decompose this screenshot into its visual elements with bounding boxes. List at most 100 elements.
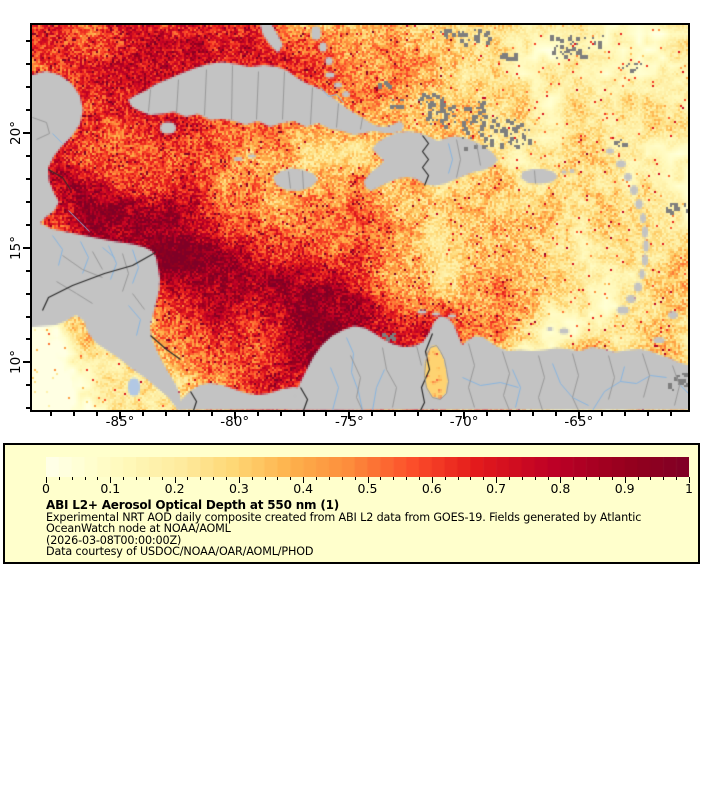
colorbar-major-tick [624,477,626,483]
y-minor-tick [26,40,30,43]
colorbar-minor-tick [316,477,318,480]
y-major-tick [23,246,30,249]
colorbar-minor-tick [328,477,330,480]
x-minor-tick [486,412,489,416]
x-major-tick [119,412,121,419]
y-axis-label: 20° [8,121,24,145]
x-minor-tick [371,412,374,416]
aod-map-canvas [32,25,688,410]
x-minor-tick [646,412,649,416]
colorbar-minor-tick [663,477,665,480]
colorbar-minor-tick [393,477,395,480]
y-minor-tick [26,154,30,157]
y-major-tick [23,361,30,364]
colorbar-minor-tick [148,477,150,480]
colorbar-minor-tick [200,477,202,480]
colorbar-minor-tick [637,477,639,480]
x-minor-tick [394,412,397,416]
colorbar-minor-tick [71,477,73,480]
y-major-tick [23,132,30,134]
colorbar-minor-tick [547,477,549,480]
colorbar-minor-tick [444,477,446,480]
x-axis-label: -65° [564,414,594,430]
colorbar-minor-tick [226,477,228,480]
colorbar-minor-tick [418,477,420,480]
colorbar-minor-tick [84,477,86,480]
colorbar-minor-tick [676,477,678,480]
legend-text-block: ABI L2+ Aerosol Optical Depth at 550 nm … [46,499,691,558]
colorbar-minor-tick [470,477,472,480]
x-minor-tick [50,412,53,416]
colorbar-tick-label: 0.1 [100,481,121,496]
x-minor-tick [302,412,305,416]
colorbar-tick-label: 0.6 [421,481,442,496]
colorbar-tick-label: 0.3 [228,481,249,496]
x-minor-tick [187,412,190,416]
colorbar-minor-tick [521,477,523,480]
x-minor-tick [417,412,420,416]
x-major-tick [348,412,351,419]
x-minor-tick [279,412,282,416]
y-axis-label: 15° [8,235,24,260]
x-axis-label: -75° [334,414,364,430]
colorbar-minor-tick [508,477,510,480]
x-minor-tick [440,412,443,416]
x-minor-tick [73,412,76,416]
colorbar-minor-tick [483,477,485,480]
colorbar-tick-label: 0 [42,481,50,496]
x-minor-tick [256,412,259,416]
y-minor-tick [26,200,30,203]
colorbar-major-tick [174,477,176,483]
colorbar-minor-tick [213,477,215,480]
x-minor-tick [600,412,603,416]
x-minor-tick [164,412,167,416]
colorbar-tick-label: 1 [685,481,693,496]
y-minor-tick [26,407,30,410]
colorbar-minor-tick [264,477,266,480]
colorbar-tick-label: 0.2 [164,481,185,496]
colorbar-minor-tick [380,477,382,480]
y-minor-tick [26,315,30,318]
y-minor-tick [26,86,30,89]
y-minor-tick [26,63,30,66]
x-minor-tick [210,412,213,416]
colorbar-minor-tick [611,477,613,480]
colorbar-major-tick [689,477,690,483]
x-minor-tick [531,412,534,416]
colorbar-minor-tick [457,477,459,480]
colorbar-tick-label: 0.9 [614,481,635,496]
colorbar-minor-tick [573,477,575,480]
colorbar-major-tick [560,477,562,483]
x-minor-tick [508,412,511,416]
x-major-tick [463,412,466,419]
x-minor-tick [554,412,557,416]
colorbar-minor-tick [650,477,652,480]
colorbar-canvas [46,457,689,477]
colorbar-minor-tick [251,477,253,480]
y-minor-tick [26,223,30,226]
legend-credit: Data courtesy of USDOC/NOAA/OAR/AOML/PHO… [46,545,314,559]
legend-title: ABI L2+ Aerosol Optical Depth at 550 nm … [46,498,340,512]
x-major-tick [233,412,236,419]
x-axis-label: -70° [449,414,479,430]
x-minor-tick [623,412,626,416]
colorbar-minor-tick [290,477,292,480]
x-minor-tick [325,412,328,416]
colorbar-major-tick [431,477,433,483]
legend-description-line-1: Experimental NRT AOD daily composite cre… [46,510,642,524]
colorbar-minor-tick [277,477,279,480]
colorbar-major-tick [110,477,112,483]
x-minor-tick [96,412,99,416]
colorbar-major-tick [367,477,369,483]
colorbar-minor-tick [598,477,600,480]
colorbar-minor-tick [97,477,99,480]
colorbar-tick-label: 0.5 [357,481,378,496]
legend-timestamp: (2026-03-08T00:00:00Z) [46,533,182,547]
y-minor-tick [26,338,30,341]
x-axis-label: -85° [105,414,135,430]
y-minor-tick [26,269,30,272]
colorbar-minor-tick [187,477,189,480]
legend-description-line-2: OceanWatch node at NOAA/AOML [46,522,231,536]
colorbar-minor-tick [354,477,356,480]
